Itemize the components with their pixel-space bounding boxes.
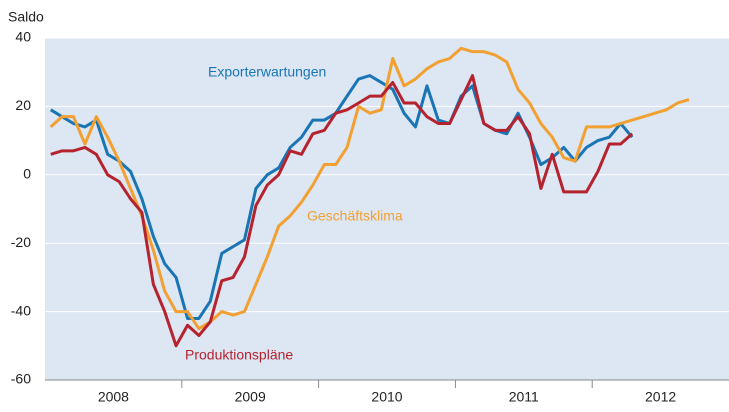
y-tick-label: 0 [23, 166, 31, 182]
x-tick-label: 2012 [645, 389, 676, 405]
series-line [50, 74, 634, 348]
plot-area [45, 38, 729, 380]
y-tick-label: -40 [11, 302, 31, 318]
series-line [49, 74, 634, 320]
x-tick-label: 2011 [509, 389, 539, 405]
x-tick-label: 2009 [235, 389, 266, 405]
series-label: Exporterwartungen [208, 64, 326, 80]
y-axis-label: Saldo [8, 9, 44, 25]
y-tick-label: -20 [11, 234, 31, 250]
series-label: Geschäftsklima [307, 208, 403, 224]
y-tick-label: 40 [15, 29, 31, 45]
x-tick-label: 2008 [98, 389, 129, 405]
series-line [49, 46, 690, 331]
x-tick-label: 2010 [371, 389, 402, 405]
y-tick-label: 20 [15, 97, 31, 113]
y-tick-label: -60 [11, 371, 31, 387]
series-label: Produktionspläne [185, 347, 293, 363]
